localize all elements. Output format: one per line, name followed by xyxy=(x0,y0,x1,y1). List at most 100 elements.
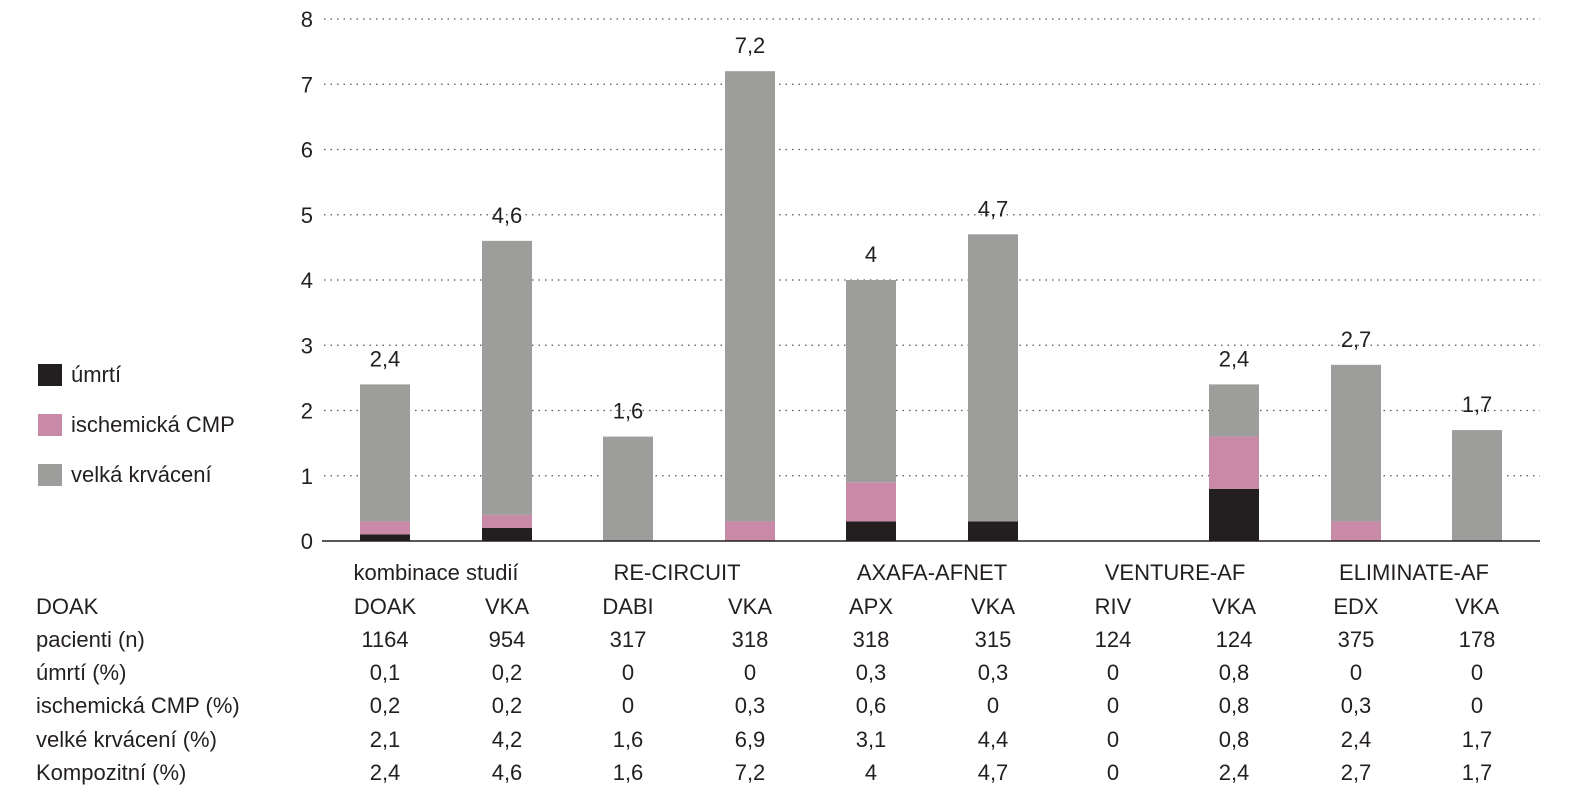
table-cell: 0 xyxy=(1106,660,1120,685)
table-cell: 954 xyxy=(488,627,526,652)
table-cell: 3,1 xyxy=(855,727,887,752)
table-cell: 0,3 xyxy=(734,693,766,718)
group-label: RE-CIRCUIT xyxy=(613,560,741,585)
group-label: VENTURE-AF xyxy=(1104,560,1246,585)
bar-major-bleeding-segment xyxy=(360,384,410,522)
table-cell: 375 xyxy=(1337,627,1375,652)
table-cell: 318 xyxy=(852,627,890,652)
table-cell: 0 xyxy=(1470,660,1484,685)
table-row-label: úmrtí (%) xyxy=(36,660,127,685)
table-cell: 0,3 xyxy=(977,660,1009,685)
table-row: DOAK DOAK VKA DABI VKA APX VKA RIV VKA EDX VKA xyxy=(0,594,1570,627)
table-cell: DABI xyxy=(602,594,654,619)
table-cell: 0 xyxy=(743,660,757,685)
y-tick-label: 5 xyxy=(301,203,313,228)
table-cell: 1,6 xyxy=(612,760,644,785)
table-cell: 317 xyxy=(609,627,647,652)
table-cell: 0 xyxy=(1106,727,1120,752)
table-cell: 124 xyxy=(1094,627,1132,652)
table-cell: VKA xyxy=(484,594,530,619)
table-cell: VKA xyxy=(1211,594,1257,619)
bar-ischemic-stroke-segment xyxy=(846,482,896,522)
table-cell: VKA xyxy=(727,594,773,619)
table-cell: 2,1 xyxy=(369,727,401,752)
legend-item-ischemic-stroke: ischemická CMP xyxy=(38,400,235,450)
group-label: kombinace studií xyxy=(353,560,519,585)
table-cell: 7,2 xyxy=(734,760,766,785)
table-cell: 0 xyxy=(1349,660,1363,685)
bar-major-bleeding-segment xyxy=(603,436,653,541)
y-tick-label: 6 xyxy=(301,138,313,163)
bar-major-bleeding-segment xyxy=(725,71,775,522)
bar-total-label: 1,6 xyxy=(613,399,644,424)
legend-swatch-death xyxy=(38,364,62,386)
y-tick-label: 4 xyxy=(301,268,313,293)
group-label: AXAFA-AFNET xyxy=(856,560,1008,585)
legend-label-ischemic-stroke: ischemická CMP xyxy=(71,412,235,437)
y-tick-label: 0 xyxy=(301,529,313,554)
y-tick-label: 3 xyxy=(301,333,313,358)
table-cell: 0 xyxy=(1470,693,1484,718)
bar-major-bleeding-segment xyxy=(1209,384,1259,437)
table-cell: 1,7 xyxy=(1461,727,1493,752)
table-cell: APX xyxy=(848,594,894,619)
table-cell: 0,1 xyxy=(369,660,401,685)
bar-death-segment xyxy=(482,527,532,541)
table-cell: 0,8 xyxy=(1218,660,1250,685)
table-cell: 2,4 xyxy=(1340,727,1372,752)
table-cell: 318 xyxy=(731,627,769,652)
table-cell: 6,9 xyxy=(734,727,766,752)
legend-label-death: úmrtí xyxy=(71,362,122,387)
y-tick-label: 2 xyxy=(301,399,313,424)
table-cell: DOAK xyxy=(353,594,417,619)
table-cell: 0 xyxy=(986,693,1000,718)
bar-death-segment xyxy=(360,534,410,541)
group-label: ELIMINATE-AF xyxy=(1339,560,1489,585)
bar-total-label: 2,4 xyxy=(1219,346,1250,371)
bar-total-label: 4 xyxy=(865,242,877,267)
table-cell: EDX xyxy=(1333,594,1379,619)
bar-death-segment xyxy=(968,521,1018,541)
table-cell: 0,6 xyxy=(855,693,887,718)
y-axis: 0 1 2 3 4 5 6 7 8 xyxy=(301,7,313,554)
legend-swatch-major-bleeding xyxy=(38,464,62,486)
bar-ischemic-stroke-segment xyxy=(1331,521,1381,541)
stacked-bar-chart: 0 1 2 3 4 5 6 7 8 2,4 4,6 1,6 7,2 4 4,7 2,4 2,7 1,7 xyxy=(301,7,1540,554)
table-cell: 0,8 xyxy=(1218,727,1250,752)
table-cell: 1,7 xyxy=(1461,760,1493,785)
table-cell: 0,8 xyxy=(1218,693,1250,718)
legend-swatch-ischemic-stroke xyxy=(38,414,62,436)
table-cell: 1,6 xyxy=(612,727,644,752)
legend-item-major-bleeding: velká krvácení xyxy=(38,450,235,500)
table-cell: 0,2 xyxy=(369,693,401,718)
bars xyxy=(360,71,1502,541)
table-row: Kompozitní (%) 2,4 4,6 1,6 7,2 4 4,7 0 2,4 2,7 1,7 xyxy=(0,760,1570,793)
table-cell: 4 xyxy=(864,760,878,785)
bar-major-bleeding-segment xyxy=(1331,364,1381,522)
table-cell: 124 xyxy=(1215,627,1253,652)
table-row: pacienti (n) 1164 954 317 318 318 315 124 124 375… xyxy=(0,627,1570,660)
table-cell: 4,2 xyxy=(491,727,523,752)
study-group-labels: kombinace studií RE-CIRCUIT AXAFA-AFNET … xyxy=(0,560,1570,592)
total-labels: 2,4 4,6 1,6 7,2 4 4,7 2,4 2,7 1,7 xyxy=(370,33,1493,423)
table-cell: 0 xyxy=(1106,760,1120,785)
bar-total-label: 7,2 xyxy=(735,33,766,58)
table-cell: 0 xyxy=(621,660,635,685)
legend-item-death: úmrtí xyxy=(38,350,235,400)
table-row-label: velké krvácení (%) xyxy=(36,727,217,752)
table-cell: 0,2 xyxy=(491,693,523,718)
table-cell: 4,6 xyxy=(491,760,523,785)
table-cell: VKA xyxy=(970,594,1016,619)
table-cell: 2,4 xyxy=(369,760,401,785)
table-row: ischemická CMP (%) 0,2 0,2 0 0,3 0,6 0 0 0,8 0,3 0 xyxy=(0,693,1570,726)
legend: úmrtí ischemická CMP velká krvácení xyxy=(38,350,235,500)
bar-ischemic-stroke-segment xyxy=(725,521,775,541)
bar-death-segment xyxy=(846,521,896,541)
bar-major-bleeding-segment xyxy=(968,234,1018,522)
y-tick-label: 8 xyxy=(301,7,313,32)
table-cell: 4,7 xyxy=(977,760,1009,785)
bar-major-bleeding-segment xyxy=(846,280,896,483)
table-cell: 0,3 xyxy=(855,660,887,685)
bar-ischemic-stroke-segment xyxy=(1209,436,1259,489)
bar-total-label: 4,7 xyxy=(978,196,1009,221)
